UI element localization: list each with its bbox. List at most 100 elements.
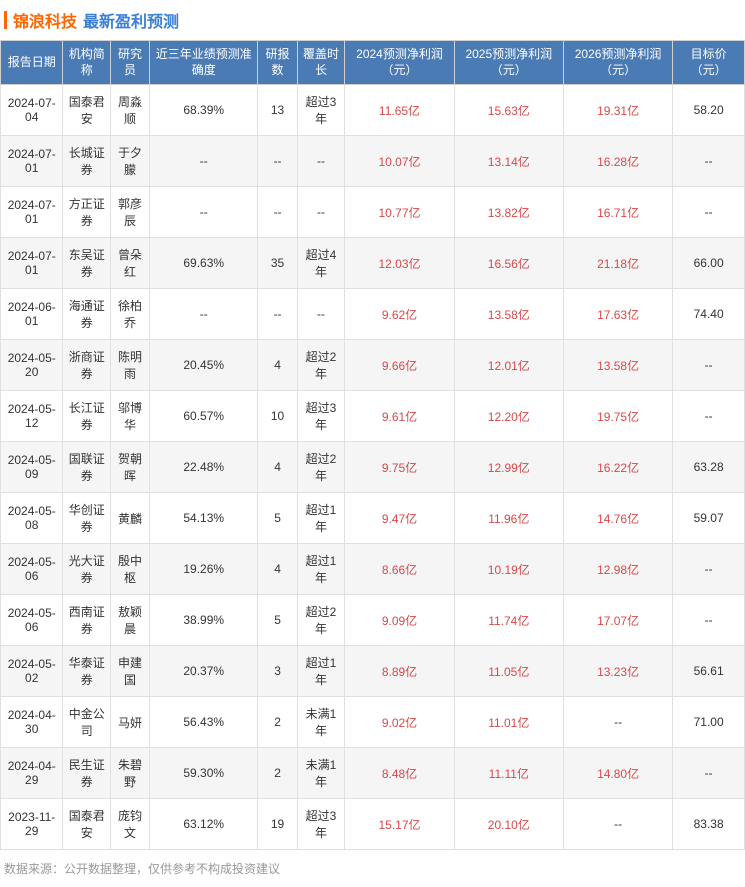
cell: -- — [673, 136, 745, 187]
cell: 敖颖晨 — [111, 595, 150, 646]
cell: 2024-07-01 — [1, 238, 63, 289]
cell: 20.37% — [149, 646, 258, 697]
cell: 20.10亿 — [454, 799, 563, 850]
table-row: 2024-05-02华泰证券申建国20.37%3超过1年8.89亿11.05亿1… — [1, 646, 745, 697]
cell: 16.56亿 — [454, 238, 563, 289]
cell: 17.63亿 — [563, 289, 672, 340]
cell: 超过3年 — [297, 85, 345, 136]
cell: 光大证券 — [63, 544, 111, 595]
cell: 63.12% — [149, 799, 258, 850]
cell: 9.09亿 — [345, 595, 454, 646]
cell: 58.20 — [673, 85, 745, 136]
cell: -- — [563, 799, 672, 850]
cell: 庞钧文 — [111, 799, 150, 850]
cell: 殷中枢 — [111, 544, 150, 595]
cell: 35 — [258, 238, 297, 289]
page-header: 锦浪科技 最新盈利预测 — [0, 0, 745, 40]
cell: 超过2年 — [297, 340, 345, 391]
cell: 14.80亿 — [563, 748, 672, 799]
cell: 22.48% — [149, 442, 258, 493]
cell: 2024-04-29 — [1, 748, 63, 799]
cell: 超过3年 — [297, 391, 345, 442]
cell: 4 — [258, 442, 297, 493]
cell: 2024-05-02 — [1, 646, 63, 697]
col-target: 目标价（元） — [673, 41, 745, 85]
cell: -- — [673, 391, 745, 442]
cell: 12.98亿 — [563, 544, 672, 595]
cell: 17.07亿 — [563, 595, 672, 646]
cell: 2023-11-29 — [1, 799, 63, 850]
cell: -- — [258, 289, 297, 340]
cell: 徐柏乔 — [111, 289, 150, 340]
table-row: 2024-04-29民生证券朱碧野59.30%2未满1年8.48亿11.11亿1… — [1, 748, 745, 799]
cell: 2 — [258, 748, 297, 799]
table-row: 2024-05-06西南证券敖颖晨38.99%5超过2年9.09亿11.74亿1… — [1, 595, 745, 646]
cell: 8.48亿 — [345, 748, 454, 799]
cell: 超过3年 — [297, 799, 345, 850]
cell: 周淼顺 — [111, 85, 150, 136]
cell: -- — [673, 748, 745, 799]
cell: -- — [149, 289, 258, 340]
cell: 申建国 — [111, 646, 150, 697]
cell: 11.05亿 — [454, 646, 563, 697]
cell: -- — [258, 187, 297, 238]
cell: 2 — [258, 697, 297, 748]
cell: 2024-05-06 — [1, 544, 63, 595]
cell: 于夕朦 — [111, 136, 150, 187]
cell: 68.39% — [149, 85, 258, 136]
section-title: 最新盈利预测 — [83, 8, 179, 32]
cell: 未满1年 — [297, 697, 345, 748]
table-row: 2024-07-04国泰君安周淼顺68.39%13超过3年11.65亿15.63… — [1, 85, 745, 136]
cell: 超过1年 — [297, 544, 345, 595]
cell: 13.14亿 — [454, 136, 563, 187]
cell: -- — [673, 544, 745, 595]
cell: 5 — [258, 493, 297, 544]
cell: 民生证券 — [63, 748, 111, 799]
cell: 14.76亿 — [563, 493, 672, 544]
table-row: 2024-05-08华创证券黄麟54.13%5超过1年9.47亿11.96亿14… — [1, 493, 745, 544]
cell: 10 — [258, 391, 297, 442]
cell: 13 — [258, 85, 297, 136]
table-row: 2024-05-06光大证券殷中枢19.26%4超过1年8.66亿10.19亿1… — [1, 544, 745, 595]
col-org: 机构简称 — [63, 41, 111, 85]
table-row: 2024-06-01海通证券徐柏乔------9.62亿13.58亿17.63亿… — [1, 289, 745, 340]
cell: 浙商证券 — [63, 340, 111, 391]
cell: 2024-05-09 — [1, 442, 63, 493]
cell: 超过1年 — [297, 493, 345, 544]
table-row: 2024-05-09国联证券贺朝晖22.48%4超过2年9.75亿12.99亿1… — [1, 442, 745, 493]
cell: -- — [673, 187, 745, 238]
cell: 16.28亿 — [563, 136, 672, 187]
table-row: 2024-07-01长城证券于夕朦------10.07亿13.14亿16.28… — [1, 136, 745, 187]
cell: 16.22亿 — [563, 442, 672, 493]
col-count: 研报数 — [258, 41, 297, 85]
col-date: 报告日期 — [1, 41, 63, 85]
cell: 19.26% — [149, 544, 258, 595]
cell: 2024-06-01 — [1, 289, 63, 340]
cell: 2024-05-08 — [1, 493, 63, 544]
cell: 国泰君安 — [63, 799, 111, 850]
cell: 11.65亿 — [345, 85, 454, 136]
cell: 59.07 — [673, 493, 745, 544]
cell: 9.62亿 — [345, 289, 454, 340]
col-p2026: 2026预测净利润（元） — [563, 41, 672, 85]
cell: 2024-07-04 — [1, 85, 63, 136]
cell: 中金公司 — [63, 697, 111, 748]
cell: 9.66亿 — [345, 340, 454, 391]
cell: 贺朝晖 — [111, 442, 150, 493]
cell: 11.11亿 — [454, 748, 563, 799]
cell: -- — [297, 289, 345, 340]
cell: -- — [297, 187, 345, 238]
cell: 2024-04-30 — [1, 697, 63, 748]
cell: 4 — [258, 544, 297, 595]
table-row: 2024-04-30中金公司马妍56.43%2未满1年9.02亿11.01亿--… — [1, 697, 745, 748]
cell: 13.82亿 — [454, 187, 563, 238]
cell: 黄麟 — [111, 493, 150, 544]
cell: -- — [258, 136, 297, 187]
table-row: 2024-05-20浙商证券陈明雨20.45%4超过2年9.66亿12.01亿1… — [1, 340, 745, 391]
col-coverage: 覆盖时长 — [297, 41, 345, 85]
table-row: 2024-05-12长江证券邬博华60.57%10超过3年9.61亿12.20亿… — [1, 391, 745, 442]
cell: 11.74亿 — [454, 595, 563, 646]
cell: 56.43% — [149, 697, 258, 748]
cell: 54.13% — [149, 493, 258, 544]
cell: 马妍 — [111, 697, 150, 748]
